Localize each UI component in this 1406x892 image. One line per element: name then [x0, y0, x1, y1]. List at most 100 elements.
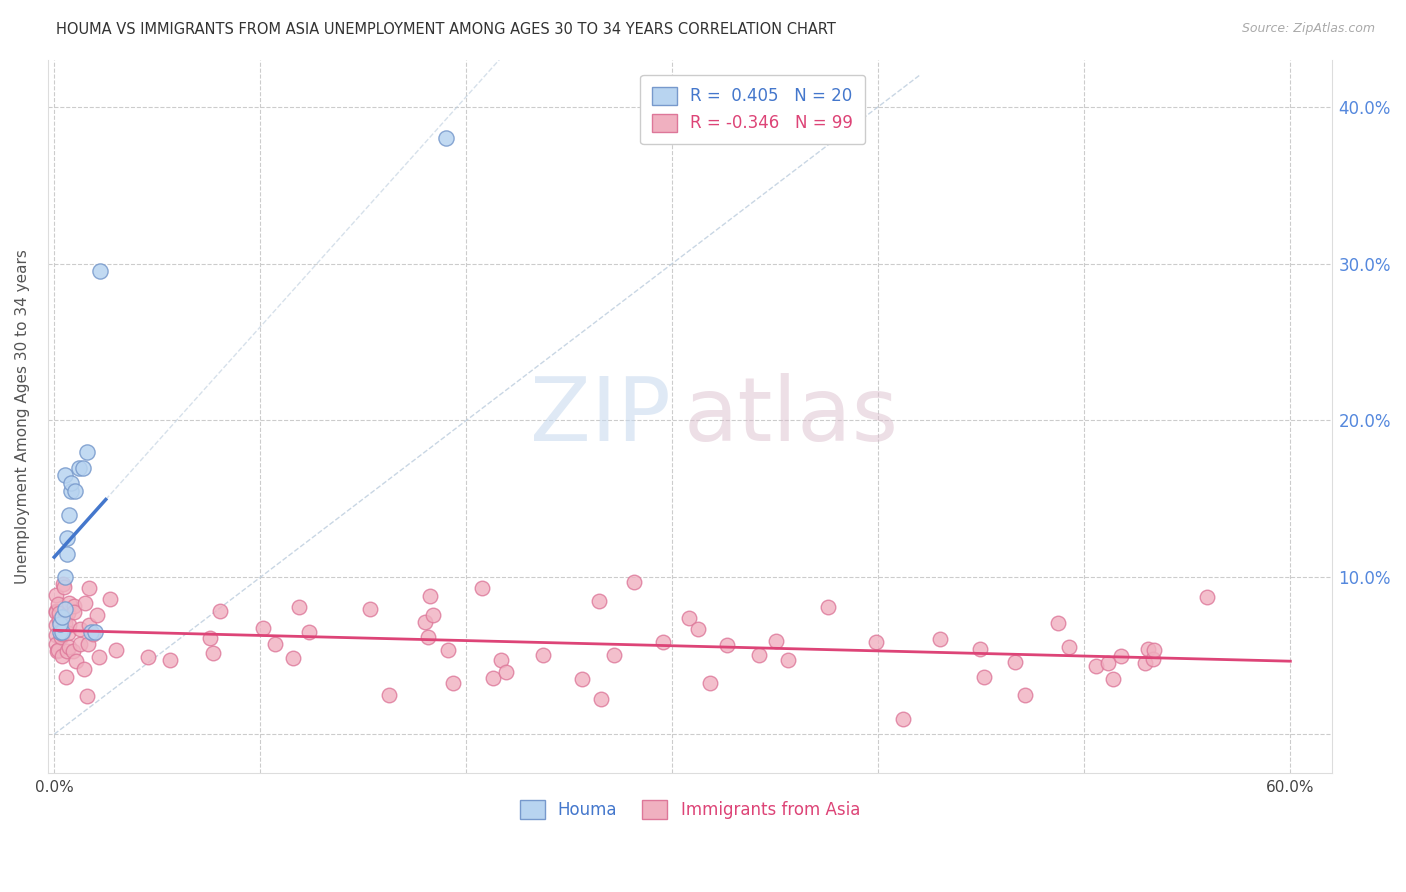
Point [252, 622, 274, 636]
Point [571, 672, 593, 686]
Point [1101, 672, 1123, 686]
Point [865, 634, 887, 648]
Point [52, 624, 75, 639]
Point [51, 627, 73, 641]
Point [1137, 641, 1160, 656]
Point [53, 581, 76, 595]
Point [56, 643, 79, 657]
Point [69, 637, 91, 651]
Point [77, 637, 100, 651]
Point [688, 622, 710, 636]
Text: Source: ZipAtlas.com: Source: ZipAtlas.com [1241, 22, 1375, 36]
Point [105, 643, 128, 657]
Point [82, 627, 104, 641]
Point [86, 608, 108, 623]
Point [56, 606, 79, 620]
Point [51, 625, 73, 640]
Point [589, 692, 612, 706]
Point [748, 648, 770, 662]
Point [891, 712, 914, 726]
Point [51, 648, 73, 663]
Point [159, 652, 181, 666]
Point [778, 653, 800, 667]
Point [55, 670, 77, 684]
Point [84, 625, 107, 640]
Point [55, 615, 77, 630]
Point [298, 624, 321, 639]
Point [53, 468, 76, 483]
Point [136, 650, 159, 665]
Point [1133, 657, 1156, 671]
Point [65, 653, 87, 667]
Point [98, 591, 121, 606]
Point [489, 653, 512, 667]
Point [53, 601, 76, 615]
Point [45, 604, 67, 618]
Point [437, 643, 460, 657]
Point [416, 630, 439, 644]
Point [1142, 652, 1164, 666]
Point [72, 460, 94, 475]
Point [53, 610, 76, 624]
Point [495, 665, 517, 679]
Point [1109, 649, 1132, 664]
Point [62, 644, 84, 658]
Point [413, 615, 436, 630]
Point [89, 264, 111, 278]
Point [202, 646, 225, 660]
Point [1085, 658, 1108, 673]
Point [77, 618, 100, 632]
Point [419, 589, 441, 603]
Point [52, 577, 75, 591]
Point [48, 607, 70, 621]
Point [1097, 656, 1119, 670]
Point [46, 597, 69, 611]
Point [55, 547, 77, 561]
Point [1195, 590, 1218, 604]
Point [59, 483, 82, 498]
Point [87, 650, 110, 665]
Point [441, 676, 464, 690]
Point [45, 605, 67, 619]
Point [378, 688, 401, 702]
Point [80, 625, 103, 640]
Point [471, 581, 494, 595]
Point [53, 570, 76, 584]
Point [58, 618, 80, 632]
Point [62, 599, 84, 613]
Point [652, 635, 675, 649]
Point [77, 581, 100, 595]
Text: atlas: atlas [683, 373, 898, 460]
Point [765, 633, 787, 648]
Point [76, 445, 98, 459]
Point [288, 600, 311, 615]
Point [48, 614, 70, 628]
Point [58, 626, 80, 640]
Point [49, 617, 72, 632]
Point [264, 637, 287, 651]
Point [929, 632, 952, 646]
Legend: Houma, Immigrants from Asia: Houma, Immigrants from Asia [513, 794, 866, 826]
Point [422, 608, 444, 623]
Point [49, 625, 72, 640]
Point [678, 611, 700, 625]
Point [198, 631, 221, 645]
Point [699, 675, 721, 690]
Point [1047, 616, 1070, 631]
Point [588, 594, 610, 608]
Point [817, 600, 839, 615]
Point [1004, 655, 1026, 669]
Point [45, 628, 67, 642]
Point [49, 630, 72, 644]
Point [45, 637, 67, 651]
Point [208, 604, 231, 618]
Point [283, 650, 305, 665]
Y-axis label: Unemployment Among Ages 30 to 34 years: Unemployment Among Ages 30 to 34 years [15, 249, 30, 584]
Point [59, 476, 82, 491]
Point [75, 596, 97, 610]
Point [531, 648, 554, 663]
Point [45, 588, 67, 602]
Point [55, 531, 77, 545]
Point [51, 609, 73, 624]
Text: ZIP: ZIP [530, 373, 671, 460]
